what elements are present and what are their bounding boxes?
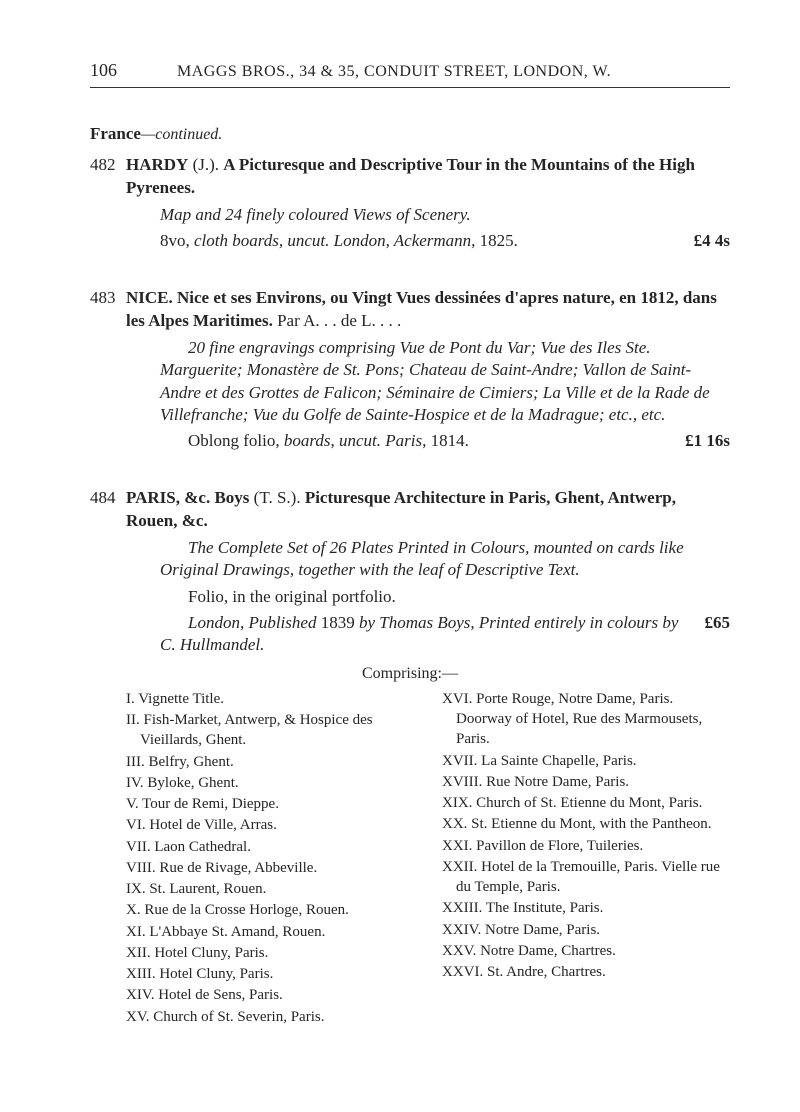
entry-price: £1 16s xyxy=(685,430,730,452)
entry-imprint-line: London, Published 1839 by Thomas Boys, P… xyxy=(160,612,730,657)
plate-item: IV. Byloke, Ghent. xyxy=(126,773,414,793)
france-label: France xyxy=(90,124,141,143)
entry-imprint: Oblong folio, boards, uncut. Paris, 1814… xyxy=(188,430,469,452)
plate-item: XX. St. Etienne du Mont, with the Panthe… xyxy=(442,814,730,834)
entry-work-title: NICE. Nice et ses Environs, ou Vingt Vue… xyxy=(126,288,717,330)
plate-list: I. Vignette Title.II. Fish-Market, Antwe… xyxy=(126,689,730,1028)
entry-imprint: 8vo, cloth boards, uncut. London, Ackerm… xyxy=(160,230,518,252)
plate-item: III. Belfry, Ghent. xyxy=(126,752,414,772)
page: 106 MAGGS BROS., 34 & 35, CONDUIT STREET… xyxy=(0,0,800,1112)
plate-list-left: I. Vignette Title.II. Fish-Market, Antwe… xyxy=(126,689,414,1028)
plate-item: VI. Hotel de Ville, Arras. xyxy=(126,815,414,835)
entry-imprint-line: Oblong folio, boards, uncut. Paris, 1814… xyxy=(188,430,730,452)
plate-item: XV. Church of St. Severin, Paris. xyxy=(126,1007,414,1027)
catalogue-entry-484: 484 PARIS, &c. Boys (T. S.). Picturesque… xyxy=(90,487,730,1028)
plate-item: IX. St. Laurent, Rouen. xyxy=(126,879,414,899)
binding-publisher: cloth boards, uncut. London, Ackermann, xyxy=(194,231,475,250)
continued-label: —continued. xyxy=(141,126,222,143)
entry-price: £65 xyxy=(705,612,731,634)
format: Oblong folio, xyxy=(188,431,284,450)
plate-item: XXII. Hotel de la Tremouille, Paris. Vie… xyxy=(442,857,730,898)
entry-author-suffix: (J.). xyxy=(188,155,223,174)
plate-item: V. Tour de Remi, Dieppe. xyxy=(126,794,414,814)
entry-body: Map and 24 finely coloured Views of Scen… xyxy=(160,204,730,253)
entry-description: The Complete Set of 26 Plates Printed in… xyxy=(160,537,730,582)
plate-item: XI. L'Abbaye St. Amand, Rouen. xyxy=(126,922,414,942)
plate-item: XXIV. Notre Dame, Paris. xyxy=(442,920,730,940)
entry-format: Folio, in the original portfolio. xyxy=(160,586,730,608)
entry-author-mid: (T. S.). xyxy=(249,488,304,507)
catalogue-entry-483: 483 NICE. Nice et ses Environs, ou Vingt… xyxy=(90,287,730,453)
plate-item: XVIII. Rue Notre Dame, Paris. xyxy=(442,772,730,792)
running-head: MAGGS BROS., 34 & 35, CONDUIT STREET, LO… xyxy=(177,63,611,81)
plate-item: XXV. Notre Dame, Chartres. xyxy=(442,941,730,961)
imprint-a: London, Published xyxy=(188,613,321,632)
plate-item: XXVI. St. Andre, Chartres. xyxy=(442,962,730,982)
comprising-heading: Comprising:— xyxy=(90,665,730,683)
plate-item: XVI. Porte Rouge, Notre Dame, Paris. Doo… xyxy=(442,689,730,750)
entry-body: The Complete Set of 26 Plates Printed in… xyxy=(160,537,730,657)
binding-publisher: boards, uncut. Paris, xyxy=(284,431,426,450)
entry-author: HARDY xyxy=(126,155,188,174)
entry-number: 484 xyxy=(90,488,126,508)
plate-list-right: XVI. Porte Rouge, Notre Dame, Paris. Doo… xyxy=(442,689,730,1028)
year: 1825. xyxy=(475,231,518,250)
plate-item: VII. Laon Cathedral. xyxy=(126,837,414,857)
plate-item: XIX. Church of St. Etienne du Mont, Pari… xyxy=(442,793,730,813)
catalogue-entry-482: 482 HARDY (J.). A Picturesque and Descri… xyxy=(90,154,730,253)
entry-subject: PARIS, &c. Boys xyxy=(126,488,249,507)
entry-description: 20 fine engravings comprising Vue de Pon… xyxy=(160,337,730,427)
entry-title: NICE. Nice et ses Environs, ou Vingt Vue… xyxy=(126,287,730,333)
france-continued: France—continued. xyxy=(90,124,730,144)
entry-number: 482 xyxy=(90,155,126,175)
plate-item: XIV. Hotel de Sens, Paris. xyxy=(126,985,414,1005)
plate-item: XVII. La Sainte Chapelle, Paris. xyxy=(442,751,730,771)
entry-body: 20 fine engravings comprising Vue de Pon… xyxy=(160,337,730,453)
format: 8vo, xyxy=(160,231,194,250)
plate-item: XII. Hotel Cluny, Paris. xyxy=(126,943,414,963)
entry-author-tail: Par A. . . de L. . . . xyxy=(273,311,401,330)
entry-title: PARIS, &c. Boys (T. S.). Picturesque Arc… xyxy=(126,487,730,533)
entry-imprint-line: 8vo, cloth boards, uncut. London, Ackerm… xyxy=(160,230,730,252)
plate-item: I. Vignette Title. xyxy=(126,689,414,709)
plate-item: XXIII. The Institute, Paris. xyxy=(442,898,730,918)
page-number: 106 xyxy=(90,60,117,81)
entry-price: £4 4s xyxy=(694,230,730,252)
running-head-row: 106 MAGGS BROS., 34 & 35, CONDUIT STREET… xyxy=(90,60,730,88)
entry-number: 483 xyxy=(90,288,126,308)
plate-item: VIII. Rue de Rivage, Abbeville. xyxy=(126,858,414,878)
plate-item: XXI. Pavillon de Flore, Tuileries. xyxy=(442,836,730,856)
plate-item: II. Fish-Market, Antwerp, & Hospice des … xyxy=(126,710,414,751)
entry-description: Map and 24 finely coloured Views of Scen… xyxy=(160,204,730,226)
imprint-year: 1839 xyxy=(321,613,359,632)
entry-imprint: London, Published 1839 by Thomas Boys, P… xyxy=(160,612,681,657)
plate-item: X. Rue de la Crosse Horloge, Rouen. xyxy=(126,900,414,920)
entry-title: HARDY (J.). A Picturesque and Descriptiv… xyxy=(126,154,730,200)
plate-item: XIII. Hotel Cluny, Paris. xyxy=(126,964,414,984)
year: 1814. xyxy=(426,431,469,450)
